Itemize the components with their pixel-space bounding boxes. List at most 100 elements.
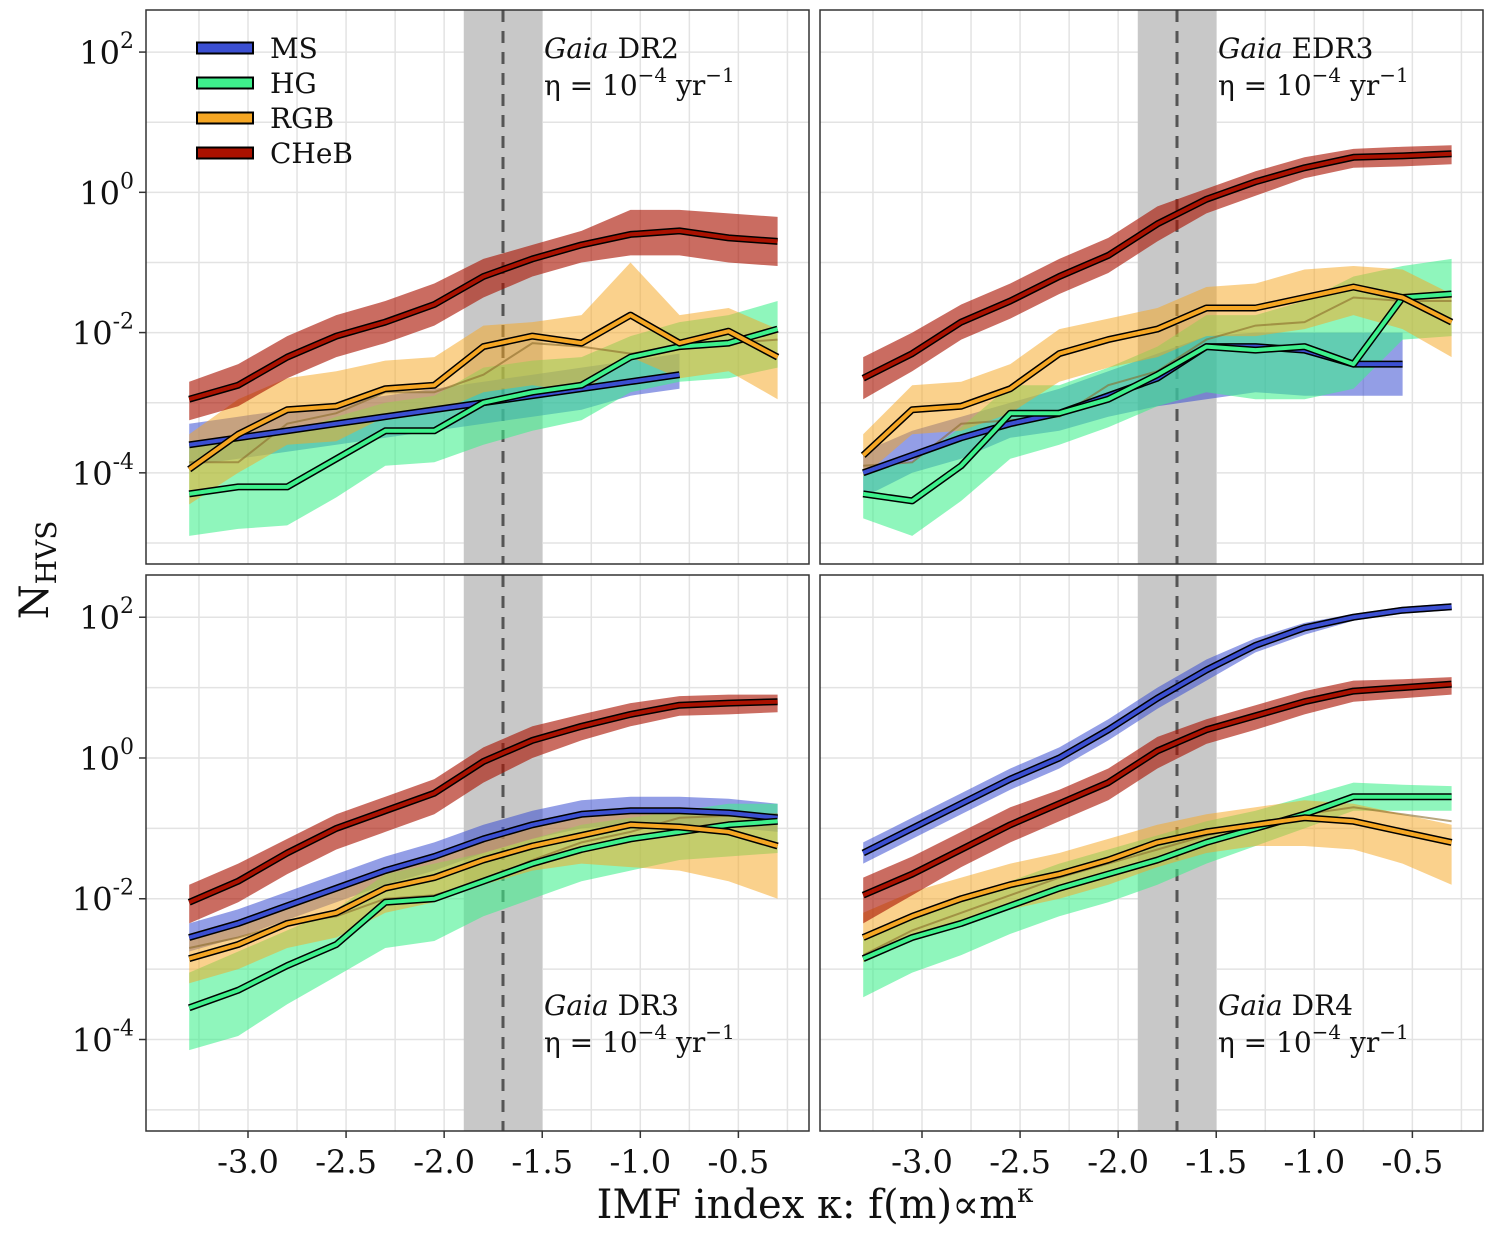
x-tick-label: -2.5	[989, 1143, 1051, 1181]
y-tick-base: 10	[72, 455, 113, 493]
survey-italic: Gaia	[1218, 32, 1283, 65]
line-rgb	[188, 313, 779, 471]
x-tick-label: -1.5	[511, 1143, 573, 1181]
y-tick-exponent: -4	[113, 1017, 134, 1042]
x-tick-label: -1.5	[1185, 1143, 1247, 1181]
y-tick-label: 100	[79, 735, 134, 778]
line-ms	[188, 372, 680, 447]
rate-exponent: −4	[1312, 63, 1341, 87]
rate-text: η = 10	[1218, 1026, 1312, 1059]
survey-release: DR2	[609, 32, 679, 65]
rate-text: η = 10	[544, 1026, 638, 1059]
rate-unit-exponent: −1	[1379, 1020, 1408, 1044]
y-tick-base: 10	[79, 174, 120, 212]
plot-area	[860, 145, 1454, 536]
x-tick-label: -3.0	[217, 1143, 279, 1181]
legend-label: RGB	[270, 102, 334, 135]
rate-exponent: −4	[638, 1020, 667, 1044]
legend-label: HG	[270, 67, 317, 100]
panel-frame	[145, 574, 810, 1132]
line-ms	[188, 808, 778, 940]
y-tick-label: 10-4	[72, 1017, 134, 1060]
rate-label: η = 10−4 yr−1	[544, 1020, 735, 1059]
plot-area	[187, 209, 780, 536]
line-cheb	[188, 228, 778, 402]
y-tick-exponent: -2	[113, 876, 134, 901]
band-rgb	[863, 800, 1452, 963]
x-tick-label: -2.0	[1087, 1143, 1149, 1181]
panel-frame	[819, 9, 1484, 565]
y-tick-label: 10-2	[72, 310, 134, 353]
x-tick-label: -0.5	[1382, 1143, 1444, 1181]
survey-italic: Gaia	[544, 32, 609, 65]
legend-label: CHeB	[270, 137, 353, 170]
legend-label: MS	[270, 32, 318, 65]
plot-area	[861, 603, 1453, 998]
survey-label: Gaia DR2	[544, 32, 679, 65]
survey-release: EDR3	[1283, 32, 1374, 65]
y-axis-label: NHVS	[12, 521, 63, 620]
line-rgb	[188, 822, 779, 961]
y-tick-exponent: 0	[120, 735, 134, 760]
line-hg	[188, 819, 778, 1010]
survey-label: Gaia DR3	[544, 989, 679, 1022]
y-tick-base: 10	[72, 1022, 113, 1060]
rate-label: η = 10−4 yr−1	[1218, 63, 1409, 102]
survey-release: DR3	[609, 989, 679, 1022]
rate-exponent: −4	[1312, 1020, 1341, 1044]
y-tick-base: 10	[72, 881, 113, 919]
rate-unit-exponent: −1	[1379, 63, 1408, 87]
rate-label: η = 10−4 yr−1	[1218, 1020, 1409, 1059]
band-rgb	[189, 807, 778, 984]
panel-frame	[145, 9, 810, 565]
legend-item-hg: HG	[196, 67, 317, 100]
y-tick-base: 10	[79, 34, 120, 72]
x-tick-label: -1.0	[609, 1143, 671, 1181]
legend-item-rgb: RGB	[196, 102, 334, 135]
rate-label: η = 10−4 yr−1	[544, 63, 735, 102]
x-tick-label: -2.5	[315, 1143, 377, 1181]
rate-unit: yr	[667, 1026, 706, 1059]
x-tick-label: -3.0	[891, 1143, 953, 1181]
band-hg	[863, 782, 1452, 998]
x-tick-label: -0.5	[708, 1143, 770, 1181]
survey-italic: Gaia	[1218, 989, 1283, 1022]
rate-unit: yr	[1341, 69, 1380, 102]
y-tick-exponent: -4	[113, 450, 134, 475]
legend-item-cheb: CHeB	[196, 137, 353, 170]
rate-text: η = 10	[544, 69, 638, 102]
y-tick-label: 100	[79, 169, 134, 212]
rate-unit-exponent: −1	[705, 1020, 734, 1044]
legend-item-ms: MS	[196, 32, 318, 65]
y-tick-base: 10	[79, 740, 120, 778]
y-tick-base: 10	[79, 599, 120, 637]
line-ms	[862, 604, 1452, 855]
panel-frame	[819, 574, 1484, 1132]
y-tick-exponent: 2	[120, 594, 134, 619]
x-tick-label: -2.0	[413, 1143, 475, 1181]
rate-exponent: −4	[638, 63, 667, 87]
subtrack-line	[862, 806, 1452, 956]
y-tick-exponent: 0	[120, 169, 134, 194]
survey-italic: Gaia	[544, 989, 609, 1022]
plot-area	[187, 694, 779, 1051]
line-cheb	[862, 151, 1452, 380]
rate-text: η = 10	[1218, 69, 1312, 102]
y-tick-label: 102	[79, 594, 134, 637]
band-rgb	[189, 262, 778, 505]
x-axis-label: IMF index κ: f(m)∝mκ	[597, 1179, 1034, 1228]
line-cheb	[188, 699, 778, 905]
survey-label: Gaia DR4	[1218, 989, 1353, 1022]
y-tick-base: 10	[72, 315, 113, 353]
y-tick-exponent: 2	[120, 29, 134, 54]
line-rgb	[861, 285, 1453, 457]
survey-release: DR4	[1283, 989, 1353, 1022]
x-tick-label: -1.0	[1283, 1143, 1345, 1181]
y-tick-label: 10-2	[72, 876, 134, 919]
rate-unit-exponent: −1	[705, 63, 734, 87]
rate-unit: yr	[667, 69, 706, 102]
